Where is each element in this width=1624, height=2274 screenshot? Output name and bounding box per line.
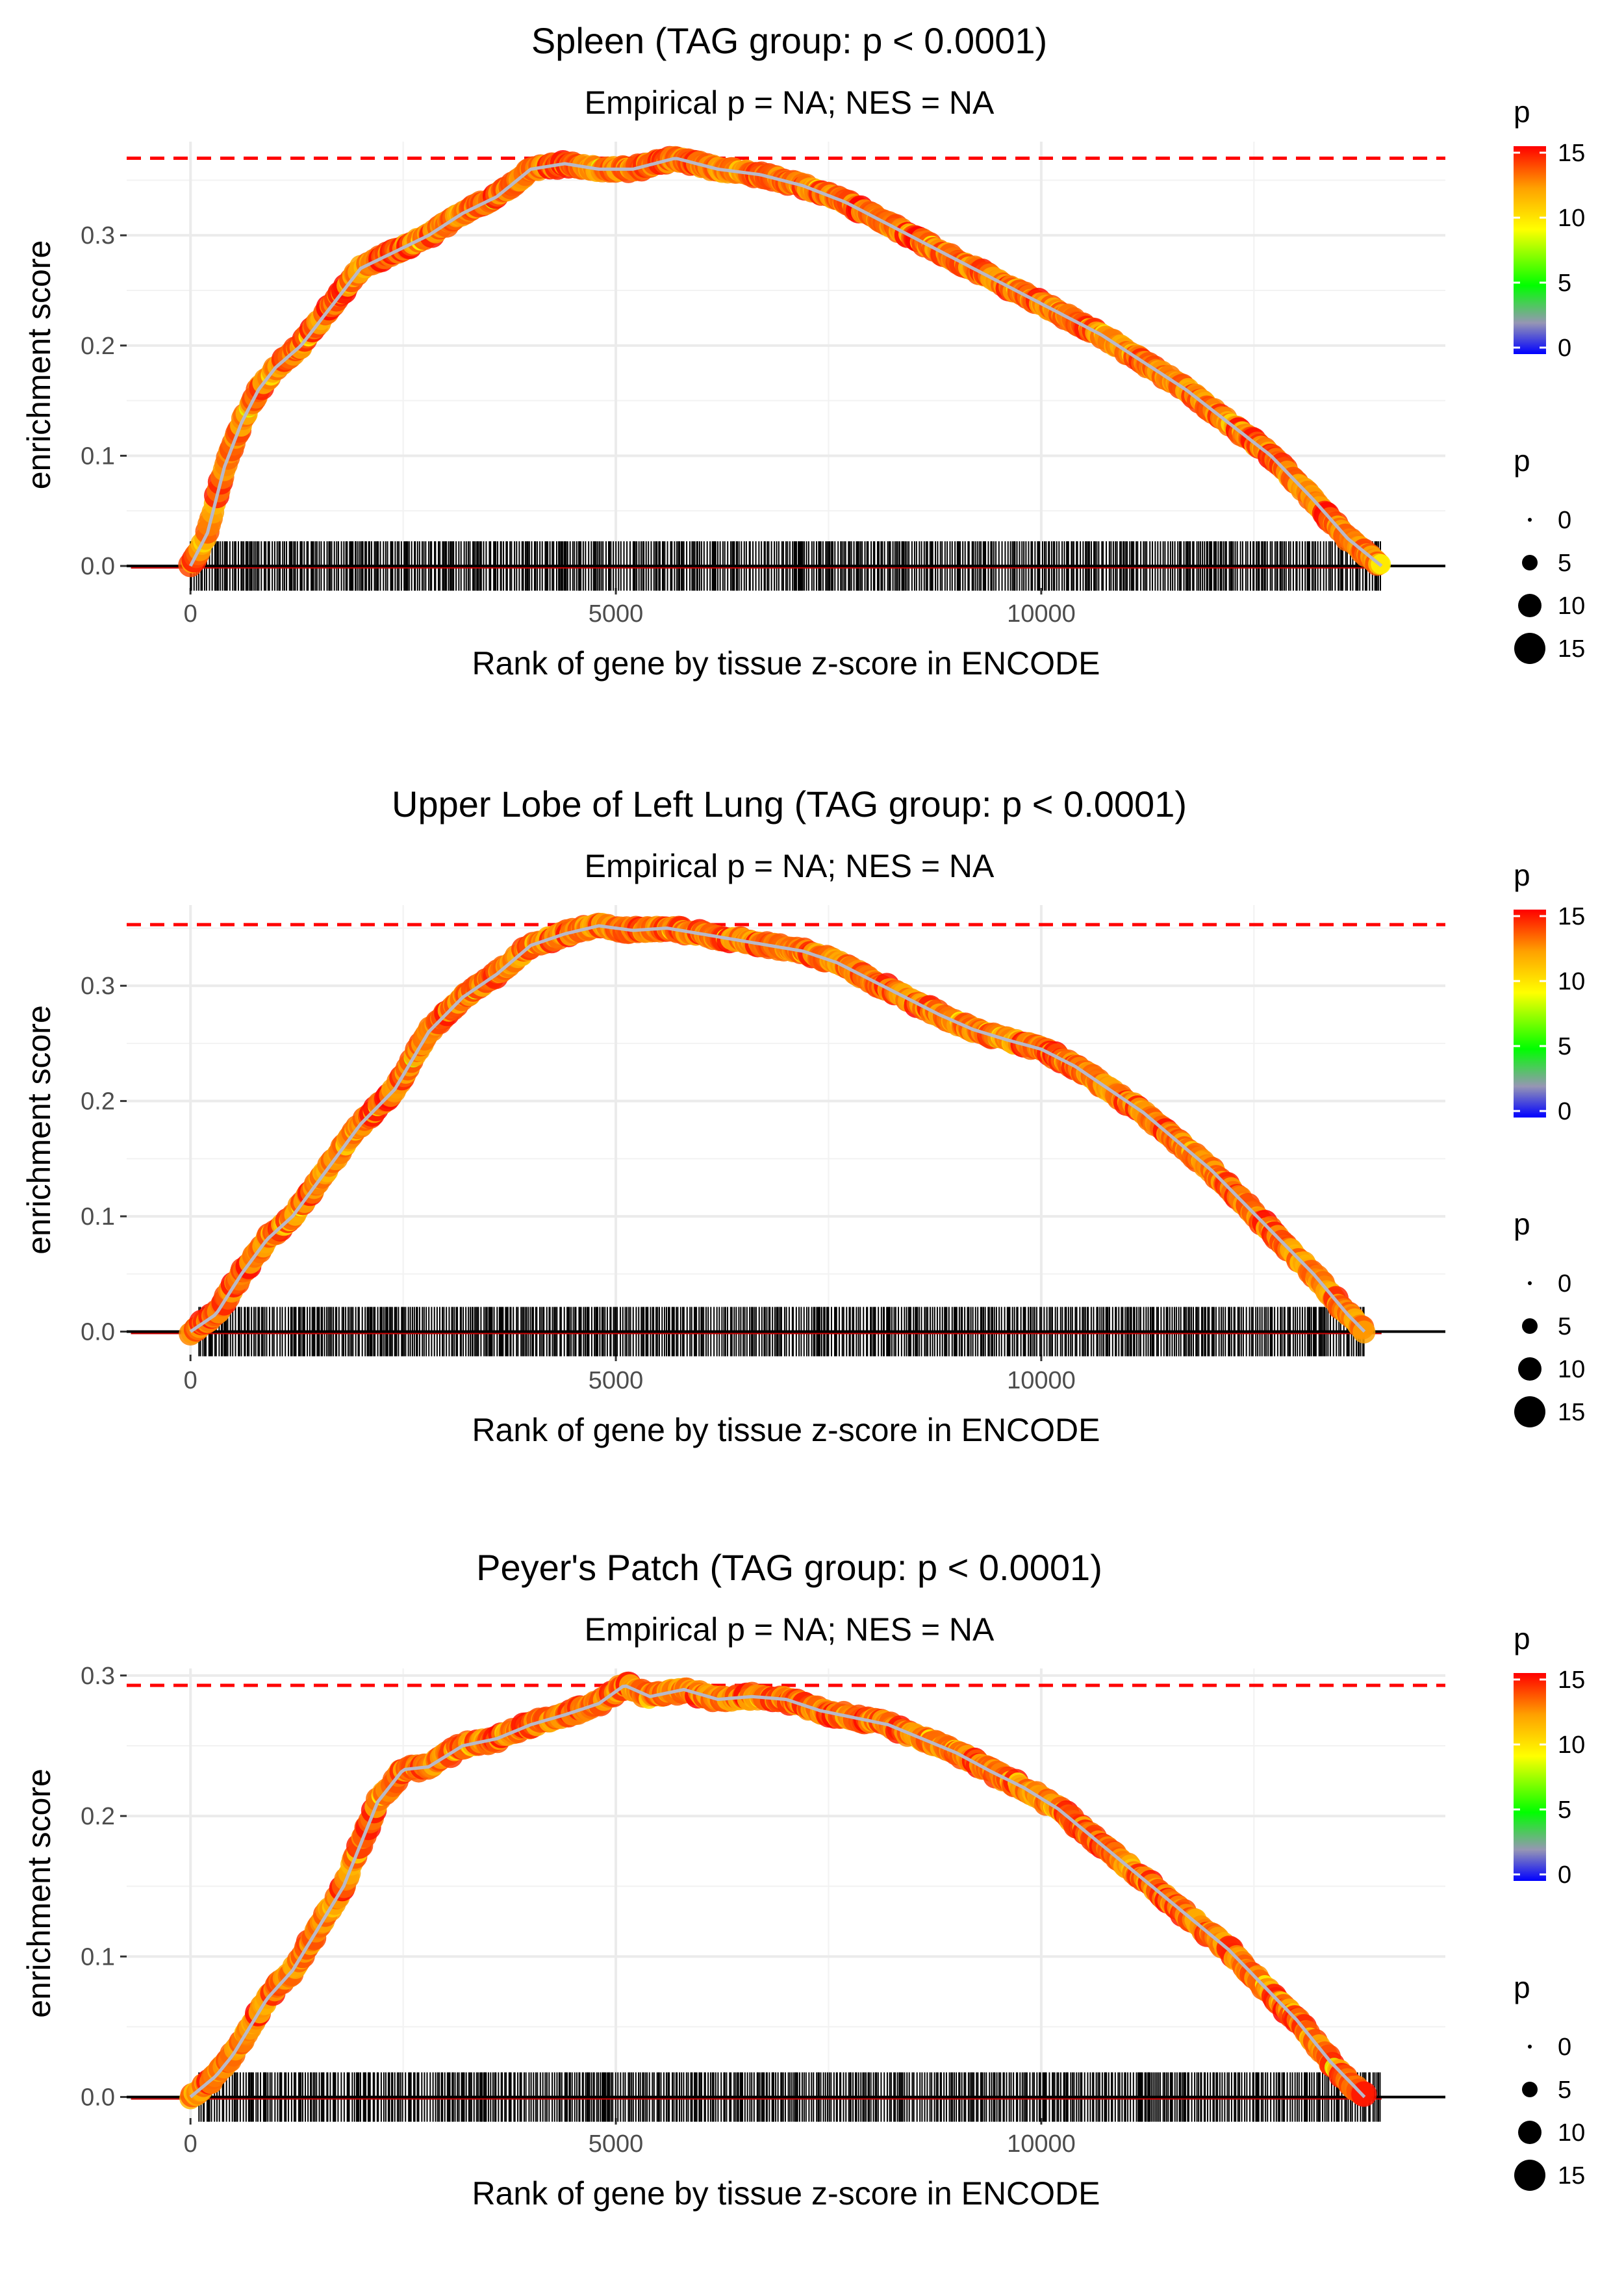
size-legend-key [1518,1357,1542,1381]
size-legend-key [1528,1281,1532,1285]
size-legend-label: 0 [1558,1270,1571,1297]
size-legend-key [1514,2160,1545,2191]
colorbar-label: 15 [1558,1667,1585,1694]
x-tick-label: 0 [184,600,197,628]
size-legend-key [1514,633,1545,664]
chart-title: Peyer's Patch (TAG group: p < 0.0001) [476,1547,1102,1588]
x-tick-label: 10000 [1007,600,1076,628]
panel-1: Spleen (TAG group: p < 0.0001) Empirical … [21,20,1585,682]
y-tick-label: 0.3 [81,222,115,249]
size-legend-label: 10 [1558,2119,1585,2147]
color-legend-title: p [1514,858,1530,892]
y-axis-title: enrichment score [21,1769,57,2018]
chart-subtitle: Empirical p = NA; NES = NA [585,84,995,121]
size-legend-key [1528,2045,1532,2049]
colorbar-label: 5 [1558,270,1571,297]
size-legend-key [1528,518,1532,522]
size-legend-key [1522,555,1538,570]
y-tick-label: 0.2 [81,333,115,360]
size-legend-label: 15 [1558,635,1585,663]
colorbar-label: 0 [1558,1861,1571,1889]
size-legend-label: 0 [1558,507,1571,534]
x-axis-title: Rank of gene by tissue z-score in ENCODE [472,645,1100,682]
size-legend-key [1518,594,1542,617]
colorbar [1514,146,1546,354]
x-tick-label: 10000 [1007,2130,1076,2158]
curve-line [189,1684,1366,2099]
y-axis-title: enrichment score [21,240,57,490]
y-tick-label: 0.0 [81,553,115,580]
size-legend-label: 15 [1558,2162,1585,2190]
x-axis-title: Rank of gene by tissue z-score in ENCODE [472,1412,1100,1448]
size-legend-title: p [1514,444,1530,478]
x-axis-title: Rank of gene by tissue z-score in ENCODE [472,2175,1100,2212]
x-tick-label: 5000 [589,2130,644,2158]
panel-3: Peyer's Patch (TAG group: p < 0.0001) Emp… [21,1547,1585,2212]
y-tick-label: 0.2 [81,1803,115,1830]
curve-line [188,157,1383,568]
x-tick-label: 5000 [589,600,644,628]
colorbar-label: 15 [1558,903,1585,930]
size-legend-label: 15 [1558,1399,1585,1426]
enrichment-curve [178,146,1391,578]
size-legend-label: 5 [1558,2076,1571,2104]
chart-subtitle: Empirical p = NA; NES = NA [585,848,995,884]
colorbar-label: 10 [1558,1731,1585,1759]
y-tick-label: 0.0 [81,1319,115,1346]
y-tick-label: 0.3 [81,1663,115,1690]
y-tick-label: 0.1 [81,1943,115,1971]
x-tick-label: 10000 [1007,1367,1076,1394]
size-legend-label: 5 [1558,550,1571,577]
x-tick-label: 5000 [589,1367,644,1394]
size-legend-key [1518,2121,1542,2144]
colorbar-label: 15 [1558,140,1585,167]
panel-2: Upper Lobe of Left Lung (TAG group: p < … [21,784,1585,1448]
color-legend-title: p [1514,95,1530,129]
y-axis-title: enrichment score [21,1005,57,1255]
y-tick-label: 0.1 [81,1203,115,1231]
size-legend-label: 10 [1558,1356,1585,1383]
size-legend-label: 5 [1558,1313,1571,1340]
size-legend-key [1522,2082,1538,2097]
color-legend-title: p [1514,1622,1530,1655]
colorbar-label: 10 [1558,205,1585,232]
enrichment-curve [179,1671,1377,2110]
colorbar-label: 5 [1558,1796,1571,1824]
colorbar-label: 10 [1558,968,1585,995]
chart-subtitle: Empirical p = NA; NES = NA [585,1611,995,1648]
size-legend-title: p [1514,1971,1530,2004]
chart-title: Spleen (TAG group: p < 0.0001) [531,20,1047,61]
x-tick-label: 0 [184,1367,197,1394]
colorbar [1514,1673,1546,1881]
y-tick-label: 0.1 [81,442,115,470]
size-legend-label: 0 [1558,2034,1571,2061]
colorbar [1514,910,1546,1118]
size-legend-label: 10 [1558,593,1585,620]
colorbar-label: 0 [1558,335,1571,362]
y-tick-label: 0.0 [81,2084,115,2112]
y-tick-label: 0.2 [81,1088,115,1116]
colorbar-label: 5 [1558,1033,1571,1060]
curve-line [189,924,1366,1333]
colorbar-label: 0 [1558,1098,1571,1125]
x-tick-label: 0 [184,2130,197,2158]
size-legend-key [1514,1396,1545,1427]
chart-title: Upper Lobe of Left Lung (TAG group: p < … [392,784,1187,824]
y-tick-label: 0.3 [81,973,115,1000]
size-legend-title: p [1514,1207,1530,1241]
size-legend-key [1522,1318,1538,1334]
